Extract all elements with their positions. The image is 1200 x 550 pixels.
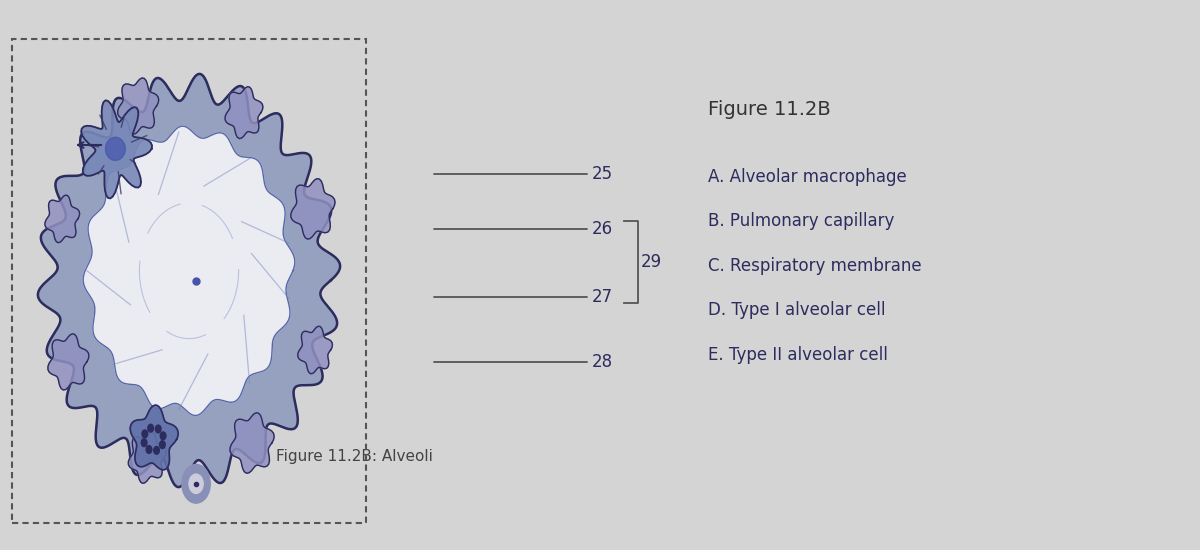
Polygon shape — [290, 179, 335, 239]
Circle shape — [161, 432, 166, 439]
Polygon shape — [38, 74, 340, 487]
Circle shape — [155, 425, 161, 433]
Text: 26: 26 — [592, 220, 613, 238]
Polygon shape — [48, 334, 89, 390]
Circle shape — [142, 430, 148, 438]
Circle shape — [146, 446, 152, 453]
Text: A. Alveolar macrophage: A. Alveolar macrophage — [708, 168, 907, 186]
Circle shape — [154, 447, 160, 454]
Polygon shape — [131, 405, 179, 470]
Text: D. Type I alveolar cell: D. Type I alveolar cell — [708, 301, 886, 319]
Text: B. Pulmonary capillary: B. Pulmonary capillary — [708, 212, 894, 230]
Polygon shape — [44, 195, 79, 243]
Polygon shape — [118, 78, 158, 134]
Text: 27: 27 — [592, 288, 613, 306]
Polygon shape — [226, 87, 263, 139]
Polygon shape — [128, 431, 167, 483]
Text: Figure 11.2B: Alveoli: Figure 11.2B: Alveoli — [276, 449, 433, 464]
Circle shape — [160, 441, 166, 448]
Text: Figure 11.2B: Figure 11.2B — [708, 100, 830, 119]
Polygon shape — [83, 126, 295, 415]
Circle shape — [142, 439, 146, 447]
Circle shape — [190, 474, 203, 493]
Polygon shape — [298, 326, 332, 374]
Text: 25: 25 — [592, 165, 613, 183]
Text: C. Respiratory membrane: C. Respiratory membrane — [708, 256, 922, 274]
Text: E. Type II alveolar cell: E. Type II alveolar cell — [708, 345, 888, 364]
Polygon shape — [230, 412, 274, 473]
Circle shape — [182, 464, 210, 503]
Circle shape — [148, 424, 154, 432]
Polygon shape — [82, 100, 152, 199]
Text: 29: 29 — [641, 253, 662, 271]
Text: 28: 28 — [592, 354, 613, 371]
Polygon shape — [106, 138, 125, 161]
